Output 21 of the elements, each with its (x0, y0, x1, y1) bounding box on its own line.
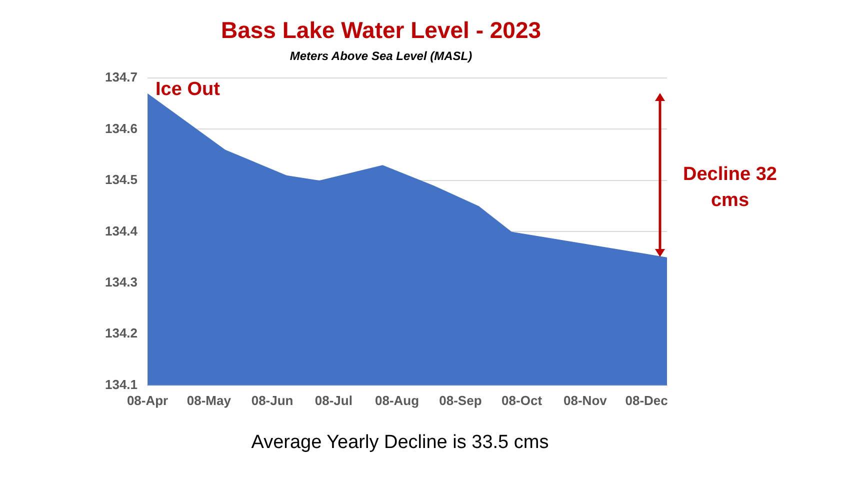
chart-title: Bass Lake Water Level - 2023 (220, 17, 542, 44)
chart-subtitle: Meters Above Sea Level (MASL) (290, 49, 472, 64)
x-tick-label: 08-Dec (625, 392, 668, 408)
y-tick-label: 134.3 (104, 274, 138, 290)
y-tick-label: 134.7 (104, 70, 138, 85)
y-tick-label: 134.5 (104, 172, 138, 188)
y-tick-label: 134.4 (104, 223, 138, 238)
x-tick-label: 08-Sep (439, 392, 482, 408)
y-tick-label: 134.1 (104, 376, 138, 392)
text: Average Yearly Decline is 33.5 cms (250, 432, 550, 454)
y-tick-label: 134.6 (104, 120, 138, 136)
x-tick-label: 08-Aug (375, 392, 420, 408)
x-tick-label: 08-Nov (564, 392, 608, 408)
x-tick-label: 08-Apr (126, 392, 168, 408)
annotation: Ice Out (156, 79, 220, 102)
x-tick-label: 08-May (186, 392, 232, 408)
y-tick-label: 134.2 (104, 326, 138, 341)
x-tick-label: 08-Oct (502, 392, 543, 408)
x-tick-label: 08-Jul (314, 392, 352, 408)
text: Decline 32 cms (682, 163, 778, 213)
x-tick-label: 08-Jun (251, 392, 294, 408)
